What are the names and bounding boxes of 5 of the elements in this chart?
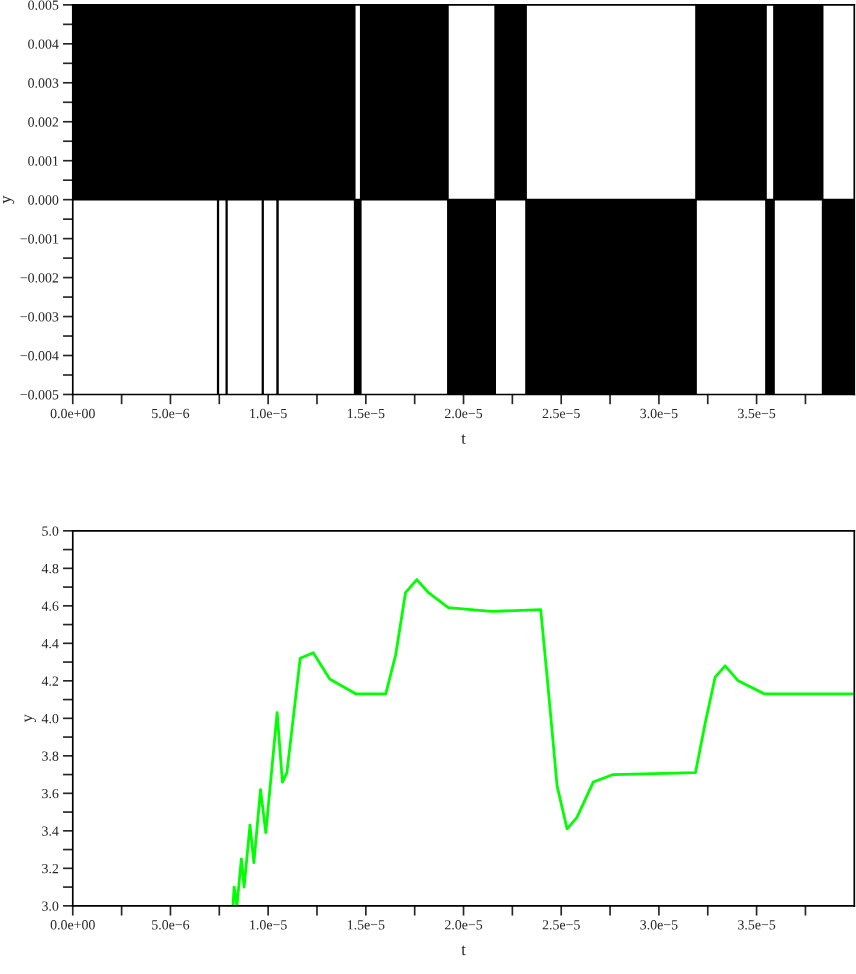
y-axis-title: y <box>2 195 15 204</box>
y-axis-title: y <box>24 714 36 723</box>
x-axis-title: t <box>461 434 466 444</box>
x-axis-title: t <box>461 945 466 956</box>
line-series <box>231 578 854 906</box>
